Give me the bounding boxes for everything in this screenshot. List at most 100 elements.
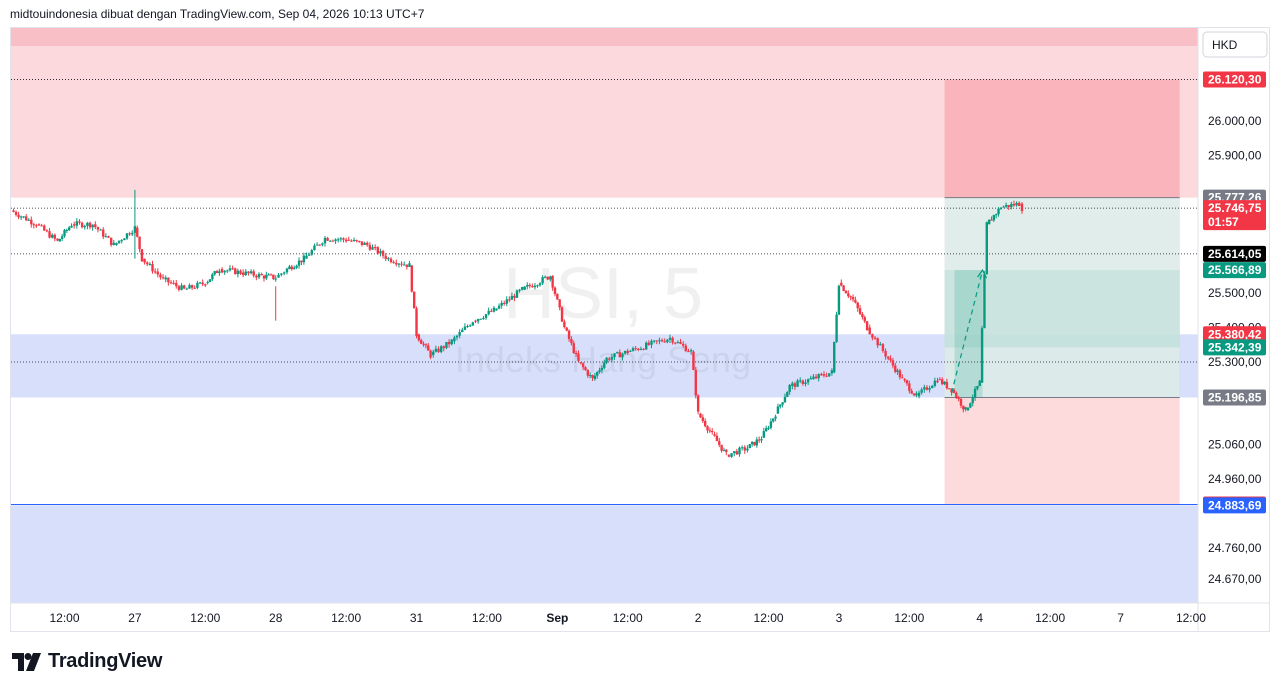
candle-body: [687, 351, 690, 353]
candle-body: [957, 397, 960, 399]
candle-body: [497, 305, 501, 309]
candle-body: [175, 282, 178, 287]
supply-zone-top-band: [11, 28, 1198, 46]
candle-body: [146, 262, 149, 265]
candle-body: [442, 346, 446, 349]
x-tick-label: 12:00: [49, 611, 79, 625]
candle-body: [910, 390, 913, 394]
demand-zone-lower[interactable]: [11, 505, 1198, 603]
x-tick-label: Sep: [546, 611, 568, 625]
candle-body: [381, 251, 385, 256]
candle-body: [305, 255, 308, 259]
candle-body: [854, 300, 857, 303]
candle-body: [392, 262, 395, 264]
candle-body: [938, 379, 942, 381]
candle-body: [783, 396, 787, 403]
position-entry-bar: [954, 270, 983, 398]
candle-body: [757, 439, 761, 441]
position-risk-area[interactable]: [944, 397, 1180, 505]
tradingview-logo[interactable]: TradingView: [12, 650, 162, 673]
candle-body: [518, 289, 521, 291]
candle-body: [302, 255, 306, 263]
candle-body: [107, 236, 110, 238]
candle-body: [865, 321, 869, 331]
candle-body: [764, 428, 768, 432]
candle-body: [563, 321, 566, 328]
price-tag[interactable]: [1203, 497, 1266, 514]
candle-body: [774, 416, 777, 419]
candle-body: [931, 385, 934, 389]
candle-body: [567, 330, 571, 339]
candle-body: [868, 327, 871, 335]
price-tag[interactable]: [1203, 245, 1266, 262]
candle-body: [102, 229, 105, 237]
candle-body: [912, 393, 916, 396]
chart-frame[interactable]: [10, 27, 1270, 632]
candle-body: [596, 371, 599, 376]
price-tag[interactable]: [1203, 71, 1266, 88]
candle-body: [329, 240, 332, 242]
candle-body: [267, 274, 270, 276]
candle-body: [72, 224, 76, 226]
candle-body: [1010, 203, 1013, 208]
candle-body: [422, 343, 425, 345]
candle-body: [239, 270, 242, 274]
candle-body: [549, 276, 552, 280]
candle-body: [668, 337, 672, 340]
candle-body: [1020, 203, 1024, 212]
price-tag[interactable]: [1203, 326, 1266, 343]
currency-button[interactable]: [1202, 31, 1268, 58]
candle-body: [300, 260, 303, 263]
candle-body: [161, 277, 165, 279]
price-tag-label: 26.120,30: [1208, 73, 1262, 87]
candle-body: [923, 387, 926, 390]
candle-body: [321, 243, 324, 245]
candle-body: [873, 337, 877, 339]
candle-body: [603, 362, 606, 368]
projection-arrow[interactable]: [951, 269, 984, 394]
candle-body: [722, 449, 726, 451]
candle-body: [901, 377, 904, 379]
candle-body: [950, 388, 953, 393]
candle-body: [786, 391, 789, 397]
price-tag[interactable]: [1203, 262, 1266, 279]
candle-body: [941, 379, 944, 385]
price-tag[interactable]: [1203, 339, 1266, 356]
candle-body: [138, 236, 141, 250]
candle-body: [804, 382, 807, 384]
candle-body: [536, 285, 539, 287]
candle-body: [40, 225, 43, 227]
candle-body: [908, 383, 911, 391]
candle-body: [696, 395, 700, 412]
candle-body: [48, 231, 51, 238]
price-tag[interactable]: [1203, 389, 1266, 406]
candle-body: [556, 294, 559, 300]
candle-body: [781, 402, 784, 405]
candle-body: [948, 388, 951, 390]
price-tag-label: 25.380,42: [1208, 327, 1262, 341]
candle-body: [208, 279, 212, 283]
candle-body: [898, 370, 902, 378]
candle-body: [952, 389, 956, 393]
x-tick-label: 28: [269, 611, 283, 625]
y-tick-label: 24.960,00: [1208, 472, 1262, 486]
candle-body: [379, 251, 382, 254]
candle-body: [809, 378, 812, 380]
candle-body: [280, 273, 283, 275]
price-tag[interactable]: [1203, 200, 1266, 231]
candle-body: [12, 210, 15, 212]
candle-body: [307, 254, 311, 256]
candle-body: [513, 295, 516, 298]
candle-body: [131, 232, 134, 235]
x-tick-label: 12:00: [1176, 611, 1206, 625]
candle-body: [711, 430, 714, 432]
price-tag-label: 25.566,89: [1208, 263, 1262, 277]
supply-zone[interactable]: [11, 28, 1198, 198]
candle-body: [226, 270, 229, 272]
candle-body: [992, 215, 996, 221]
candle-body: [1002, 206, 1005, 208]
candle-body: [560, 307, 564, 322]
candle-body: [615, 352, 619, 354]
candle-body: [45, 230, 49, 232]
